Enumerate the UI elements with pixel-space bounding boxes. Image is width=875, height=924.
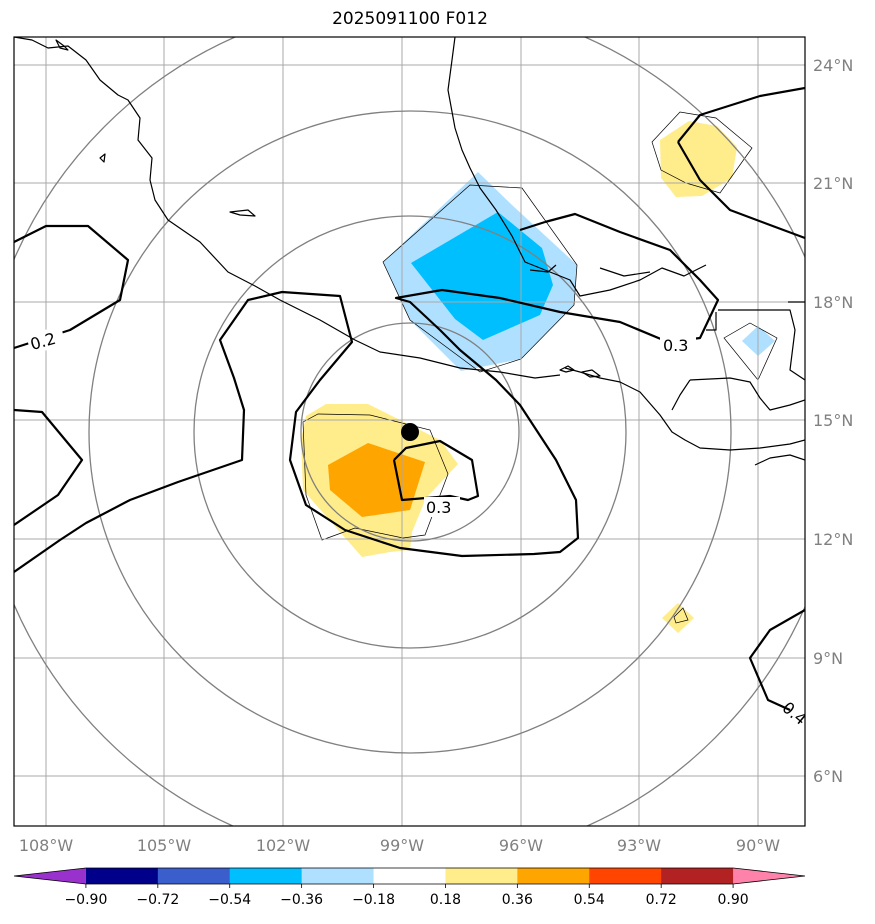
colorbar-segment bbox=[445, 868, 518, 884]
lat-tick-labels: 24°N 21°N 18°N 15°N 12°N 9°N 6°N bbox=[813, 56, 853, 786]
colorbar-segment bbox=[373, 868, 446, 884]
colorbar: −0.90 −0.72 −0.54 −0.36 −0.18 0.18 0.36 0.54 0.7… bbox=[13, 867, 806, 908]
lat-tick-label: 15°N bbox=[813, 411, 853, 430]
colorbar-tick-label: −0.90 bbox=[64, 892, 107, 908]
lat-tick-label: 21°N bbox=[813, 174, 853, 193]
colorbar-tick-label: −0.36 bbox=[280, 892, 323, 908]
lat-tick-label: 12°N bbox=[813, 530, 853, 549]
contour-label-2: 0.3 bbox=[663, 336, 688, 355]
gridlines bbox=[14, 37, 805, 826]
map-area: 0.2 0.3 0.3 0.4 bbox=[14, 37, 805, 826]
shade-outlines bbox=[302, 111, 778, 624]
colorbar-tick-label: 0.36 bbox=[502, 892, 533, 908]
colorbar-segment bbox=[733, 868, 805, 884]
contour-label-group: 0.2 0.3 0.3 0.4 bbox=[25, 325, 805, 729]
range-rings bbox=[14, 37, 805, 826]
colorbar-tick-label: −0.18 bbox=[352, 892, 395, 908]
lat-tick-label: 6°N bbox=[813, 767, 843, 786]
contour-label-1: 0.2 bbox=[28, 329, 58, 354]
chart-title: 2025091100 F012 bbox=[332, 9, 488, 29]
lat-tick-label: 18°N bbox=[813, 293, 853, 312]
colorbar-segment bbox=[229, 868, 303, 884]
lon-tick-labels: 108°W 105°W 102°W 99°W 96°W 93°W 90°W bbox=[19, 836, 780, 855]
lat-tick-label: 9°N bbox=[813, 649, 843, 668]
colorbar-segment bbox=[661, 868, 734, 884]
colorbar-tick-label: −0.72 bbox=[136, 892, 179, 908]
colorbar-tick-label: 0.54 bbox=[574, 892, 605, 908]
shaded-fields bbox=[301, 121, 775, 633]
colorbar-segment bbox=[14, 868, 86, 884]
lon-tick-label: 108°W bbox=[19, 836, 74, 855]
map-frame bbox=[13, 36, 806, 827]
lon-tick-label: 102°W bbox=[256, 836, 311, 855]
lat-tick-label: 24°N bbox=[813, 56, 853, 75]
lon-tick-label: 99°W bbox=[380, 836, 424, 855]
lon-tick-label: 105°W bbox=[137, 836, 192, 855]
storm-center-marker bbox=[401, 423, 419, 441]
colorbar-tick-label: 0.90 bbox=[718, 892, 749, 908]
contour-label-3: 0.3 bbox=[426, 498, 451, 517]
colorbar-segment bbox=[157, 868, 231, 884]
colorbar-tick-label: −0.54 bbox=[208, 892, 251, 908]
colorbar-segment bbox=[301, 868, 375, 884]
colorbar-tick-label: 0.18 bbox=[430, 892, 461, 908]
shade-southeast bbox=[662, 603, 694, 633]
colorbar-segment bbox=[517, 868, 590, 884]
lon-tick-label: 93°W bbox=[617, 836, 661, 855]
colorbar-tick-label: 0.72 bbox=[646, 892, 677, 908]
colorbar-segment bbox=[85, 868, 159, 884]
colorbar-segment bbox=[589, 868, 662, 884]
coastlines bbox=[14, 37, 805, 466]
lon-tick-label: 90°W bbox=[736, 836, 780, 855]
lon-tick-label: 96°W bbox=[499, 836, 543, 855]
